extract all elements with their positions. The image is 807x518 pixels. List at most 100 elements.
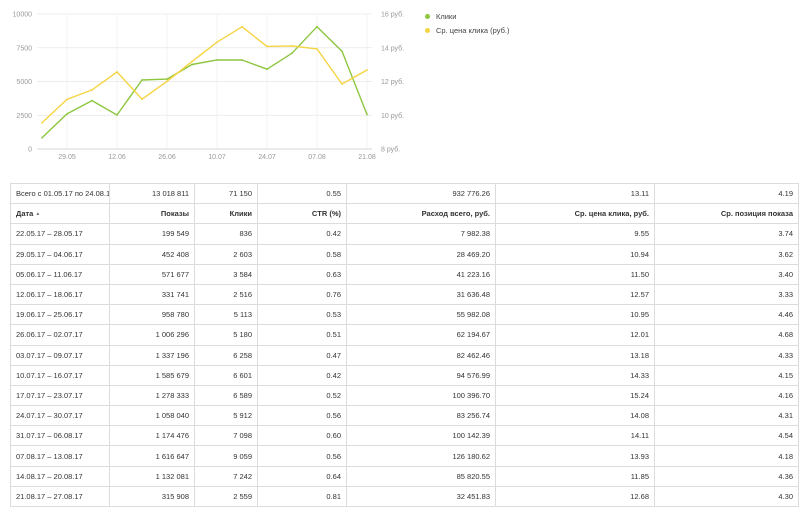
x-tick-label: 26.06 xyxy=(158,154,176,161)
table-row: 17.07.17 – 23.07.17 1 278 333 6 589 0.52 100… xyxy=(10,384,799,407)
cell-avg-cpc: 12.57 xyxy=(495,283,655,306)
cell-spend: 82 462.46 xyxy=(346,344,496,366)
cell-avg-position: 4.54 xyxy=(654,425,799,447)
cell-avg-position: 3.33 xyxy=(654,283,799,306)
stats-table: Всего с 01.05.17 по 24.08.17 13 018 811 … xyxy=(10,182,799,508)
cell-avg-cpc: 13.93 xyxy=(495,445,655,467)
cell-avg-position: 4.16 xyxy=(654,384,799,407)
cell-impressions: 199 549 xyxy=(109,223,195,245)
table-row: 05.06.17 – 11.06.17 571 677 3 584 0.63 41 22… xyxy=(10,263,799,285)
cell-avg-cpc: 11.85 xyxy=(495,465,655,487)
cell-spend: 100 142.39 xyxy=(346,425,496,447)
total-avg-cpc: 13.11 xyxy=(495,182,655,205)
table-row: 31.07.17 – 06.08.17 1 174 476 7 098 0.60 100… xyxy=(10,425,799,447)
data-point-clicks xyxy=(91,99,93,102)
y-left-tick-label: 0 xyxy=(28,147,32,154)
data-point-clicks xyxy=(141,79,143,81)
column-header-impressions[interactable]: Показы xyxy=(109,203,195,225)
table-row: 21.08.17 – 27.08.17 315 908 2 559 0.81 32 45… xyxy=(10,485,799,508)
legend-item-clicks[interactable]: Клики xyxy=(425,9,509,23)
column-header-ctr[interactable]: CTR (%) xyxy=(257,203,347,225)
cell-avg-position: 4.31 xyxy=(654,405,799,427)
table-row: 14.08.17 – 20.08.17 1 132 081 7 242 0.64 85 … xyxy=(10,465,799,487)
cell-date: 26.06.17 – 02.07.17 xyxy=(10,324,110,346)
cell-impressions: 1 585 679 xyxy=(109,364,195,386)
cell-clicks: 6 589 xyxy=(194,384,258,407)
total-clicks: 71 150 xyxy=(194,182,258,205)
x-tick-label: 10.07 xyxy=(208,154,226,161)
cell-avg-position: 3.62 xyxy=(654,243,799,265)
cell-avg-position: 4.36 xyxy=(654,465,799,487)
line-chart: 0 2500 5000 7500 10000 8 руб. 10 руб. 12 руб. 14… xyxy=(13,11,405,162)
column-header-avg-cpc[interactable]: Ср. цена клика, руб. xyxy=(495,203,655,225)
legend-item-avg-cpc[interactable]: Ср. цена клика (руб.) xyxy=(425,23,509,37)
column-header-date[interactable]: Дата ▲ xyxy=(10,203,110,225)
data-point-avg-cpc xyxy=(66,98,68,101)
column-header-avg-position[interactable]: Ср. позиция показа xyxy=(654,203,799,225)
y-right-tick-label: 12 руб. xyxy=(381,78,404,86)
cell-clicks: 2 603 xyxy=(194,243,258,265)
data-point-clicks xyxy=(266,68,268,71)
cell-spend: 62 194.67 xyxy=(346,324,496,346)
x-tick-label: 21.08 xyxy=(358,154,376,161)
data-point-clicks xyxy=(41,136,43,139)
cell-ctr: 0.56 xyxy=(257,405,347,427)
cell-date: 05.06.17 – 11.06.17 xyxy=(10,263,110,285)
y-left-tick-label: 10000 xyxy=(13,12,33,19)
cell-impressions: 1 058 040 xyxy=(109,405,195,427)
column-header-spend[interactable]: Расход всего, руб. xyxy=(346,203,496,225)
cell-spend: 126 180.62 xyxy=(346,445,496,467)
column-header-clicks[interactable]: Клики xyxy=(194,203,258,225)
cell-avg-cpc: 12.68 xyxy=(495,485,655,508)
cell-spend: 94 576.99 xyxy=(346,364,496,386)
cell-date: 29.05.17 – 04.06.17 xyxy=(10,243,110,265)
y-left-tick-label: 5000 xyxy=(16,79,32,86)
cell-impressions: 1 132 081 xyxy=(109,465,195,487)
cell-spend: 41 223.16 xyxy=(346,263,496,285)
cell-impressions: 452 408 xyxy=(109,243,195,265)
total-spend: 932 776.26 xyxy=(346,182,496,205)
cell-avg-cpc: 13.18 xyxy=(495,344,655,366)
cell-avg-position: 4.15 xyxy=(654,364,799,386)
cell-ctr: 0.58 xyxy=(257,243,347,265)
cell-impressions: 571 677 xyxy=(109,263,195,285)
data-point-avg-cpc xyxy=(216,41,218,44)
cell-clicks: 6 258 xyxy=(194,344,258,366)
data-point-clicks xyxy=(216,58,218,61)
cell-clicks: 7 098 xyxy=(194,425,258,447)
cell-ctr: 0.47 xyxy=(257,344,347,366)
data-point-avg-cpc xyxy=(366,69,368,71)
table-row: 24.07.17 – 30.07.17 1 058 040 5 912 0.56 83 … xyxy=(10,405,799,427)
y-left-tick-label: 7500 xyxy=(16,45,32,52)
cell-ctr: 0.42 xyxy=(257,364,347,386)
sort-asc-icon: ▲ xyxy=(35,211,41,218)
chart-area: 0 2500 5000 7500 10000 8 руб. 10 руб. 12 руб. 14… xyxy=(0,0,807,170)
cell-impressions: 315 908 xyxy=(109,485,195,508)
total-impressions: 13 018 811 xyxy=(109,182,195,205)
cell-spend: 100 396.70 xyxy=(346,384,496,407)
data-point-clicks xyxy=(316,25,318,28)
y-right-tick-label: 10 руб. xyxy=(381,112,404,120)
cell-spend: 83 256.74 xyxy=(346,405,496,427)
total-ctr: 0.55 xyxy=(257,182,347,205)
data-point-clicks xyxy=(291,52,293,55)
table-row: 10.07.17 – 16.07.17 1 585 679 6 601 0.42 94 … xyxy=(10,364,799,386)
chart-legend: Клики Ср. цена клика (руб.) xyxy=(425,9,509,37)
table-row: 26.06.17 – 02.07.17 1 006 296 5 180 0.51 62 … xyxy=(10,324,799,346)
cell-avg-position: 4.30 xyxy=(654,485,799,508)
data-point-clicks xyxy=(366,113,368,116)
cell-ctr: 0.53 xyxy=(257,304,347,326)
cell-avg-cpc: 10.95 xyxy=(495,304,655,326)
cell-date: 22.05.17 – 28.05.17 xyxy=(10,223,110,245)
cell-date: 14.08.17 – 20.08.17 xyxy=(10,465,110,487)
cell-impressions: 1 174 476 xyxy=(109,425,195,447)
cell-spend: 31 636.48 xyxy=(346,283,496,306)
header-row: Дата ▲ Показы Клики CTR (%) Расход всего,… xyxy=(10,203,799,225)
cell-spend: 32 451.83 xyxy=(346,485,496,508)
cell-clicks: 2 516 xyxy=(194,283,258,306)
y-right-tick-label: 8 руб. xyxy=(381,146,400,154)
cell-avg-cpc: 12.01 xyxy=(495,324,655,346)
cell-avg-position: 4.46 xyxy=(654,304,799,326)
cell-avg-cpc: 14.11 xyxy=(495,425,655,447)
data-point-clicks xyxy=(241,59,243,61)
